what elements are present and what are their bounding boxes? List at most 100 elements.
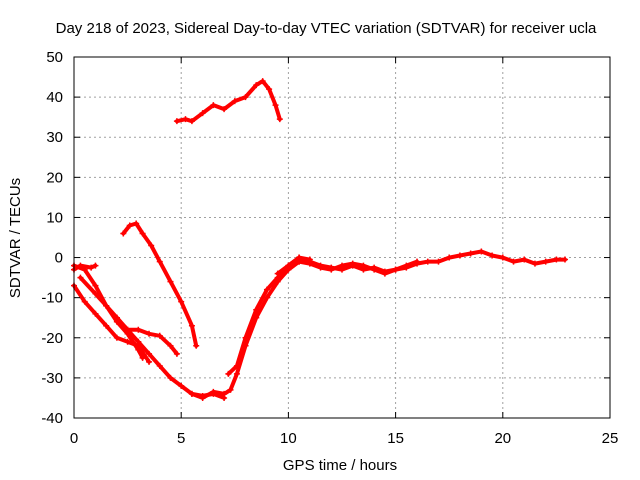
data-point: [233, 370, 240, 377]
data-point: [561, 256, 568, 263]
x-tick-label: 10: [280, 430, 297, 447]
data-point: [113, 334, 120, 341]
x-axis-label: GPS time / hours: [283, 457, 397, 474]
data-point: [77, 274, 84, 281]
x-tick-label: 5: [177, 430, 185, 447]
data-point: [92, 262, 99, 269]
series-arc-e: [121, 221, 199, 348]
data-point: [233, 362, 240, 369]
data-point: [521, 256, 528, 263]
series-arc-g: [189, 259, 302, 400]
series-arc-b: [72, 263, 98, 272]
data-point: [188, 118, 195, 125]
data-point: [182, 116, 189, 123]
data-point: [167, 342, 174, 349]
data-point: [296, 258, 303, 265]
data-point: [499, 254, 506, 261]
data-point: [156, 258, 163, 265]
data-point: [120, 230, 127, 237]
axis-ticks: 0 5 10 15 20 25 -40 -30 -20 -10 0 10 20 30 40 50: [41, 49, 618, 447]
data-point: [306, 260, 313, 267]
data-point: [156, 362, 163, 369]
data-point: [263, 294, 270, 301]
data-point: [272, 102, 279, 109]
data-point: [424, 258, 431, 265]
data-series: [71, 78, 568, 401]
grid-lines: [74, 57, 610, 418]
data-point: [124, 326, 131, 333]
data-point: [328, 266, 335, 273]
data-point: [103, 322, 110, 329]
data-point: [467, 250, 474, 257]
data-point: [92, 282, 99, 289]
data-point: [266, 86, 273, 93]
data-point: [371, 266, 378, 273]
y-tick-label: 20: [46, 169, 63, 186]
x-tick-label: 25: [602, 430, 619, 447]
data-point: [146, 330, 153, 337]
y-tick-label: 30: [46, 129, 63, 146]
data-point: [199, 110, 206, 117]
data-point: [414, 260, 421, 267]
data-point: [113, 314, 120, 321]
chart-title: Day 218 of 2023, Sidereal Day-to-day VTE…: [56, 20, 597, 37]
data-point: [193, 342, 200, 349]
data-point: [259, 78, 266, 85]
data-point: [435, 258, 442, 265]
data-point: [349, 260, 356, 267]
data-point: [253, 306, 260, 313]
data-point: [317, 264, 324, 271]
y-tick-label: -30: [41, 370, 63, 387]
data-point: [167, 374, 174, 381]
y-tick-label: 10: [46, 209, 63, 226]
y-axis-label: SDTVAR / TECUs: [7, 178, 24, 298]
data-point: [126, 222, 133, 229]
data-point: [77, 262, 84, 269]
data-point: [173, 118, 180, 125]
data-point: [285, 262, 292, 269]
data-point: [360, 262, 367, 269]
y-tick-label: -40: [41, 410, 63, 427]
data-point: [173, 350, 180, 357]
data-point: [92, 290, 99, 297]
data-point: [92, 310, 99, 317]
x-tick-label: 15: [387, 430, 404, 447]
data-point: [210, 388, 217, 395]
data-point: [339, 262, 345, 269]
y-tick-label: -10: [41, 290, 63, 307]
data-point: [199, 394, 206, 401]
data-point: [124, 338, 131, 345]
data-point: [146, 358, 153, 365]
data-point: [178, 382, 185, 389]
plot-frame: [73, 56, 611, 419]
data-point: [531, 260, 538, 267]
data-point: [135, 326, 142, 333]
data-point: [210, 102, 217, 109]
data-point: [88, 264, 95, 271]
data-point: [227, 386, 234, 393]
data-point: [381, 270, 388, 277]
data-point: [178, 298, 185, 305]
data-point: [478, 248, 485, 255]
data-point: [221, 390, 228, 397]
data-point: [225, 370, 232, 377]
y-tick-label: 0: [55, 250, 63, 267]
data-point: [148, 242, 155, 249]
data-point: [242, 334, 249, 341]
data-point: [274, 270, 281, 277]
data-point: [133, 220, 140, 227]
data-point: [231, 98, 238, 105]
data-point: [253, 82, 260, 89]
data-point: [188, 322, 195, 329]
data-point: [489, 252, 496, 259]
data-point: [542, 258, 549, 265]
y-tick-label: 40: [46, 89, 63, 106]
data-point: [456, 252, 463, 259]
data-point: [221, 106, 228, 113]
data-point: [167, 278, 174, 285]
data-point: [81, 298, 88, 305]
data-point: [139, 230, 146, 237]
data-point: [263, 286, 270, 293]
